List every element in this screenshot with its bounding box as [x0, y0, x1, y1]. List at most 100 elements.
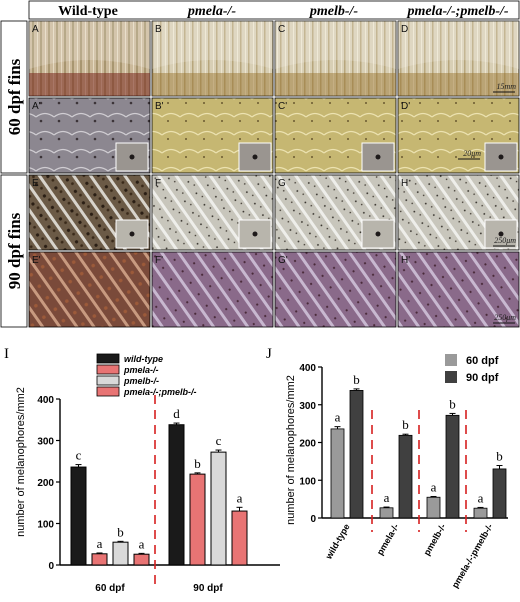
legend-label: pmelb-/- [123, 376, 159, 386]
y-tick-label: 100 [37, 520, 54, 531]
panel-label: F [155, 178, 161, 189]
significance-letter: b [117, 524, 124, 539]
chart-J-bars: a b wild-type a b pmela-/- a b pmelb-/- a b pmela-/… [323, 372, 507, 590]
significance-letter: a [335, 410, 341, 425]
micrograph-panel [28, 251, 151, 328]
y-tick-label: 400 [37, 395, 54, 406]
chart-I-legend: wild-typepmela-/-pmelb-/-pmela-/-;pmelb-… [96, 353, 197, 397]
significance-letter: d [173, 406, 180, 421]
inset-melanophore [129, 154, 135, 160]
y-tick-label: 200 [299, 439, 316, 450]
significance-letter: b [496, 449, 503, 464]
fin-fan-shade [29, 21, 150, 69]
column-header-wildtype: Wild-type [58, 4, 118, 19]
significance-letter: a [384, 490, 390, 505]
micrograph-panel [151, 20, 274, 97]
fin-base-shade [29, 73, 150, 96]
fin-fan-shade [152, 21, 273, 69]
bar [445, 414, 460, 519]
bar [349, 390, 364, 519]
bar [91, 553, 108, 566]
scale-bar-label: 250μm [494, 313, 516, 322]
panel-label: A' [32, 101, 41, 112]
fin-base-shade [275, 73, 396, 96]
y-tick-label: 300 [299, 401, 316, 412]
bar [210, 451, 227, 566]
bar [426, 496, 441, 519]
group-label: 90 dpf [193, 583, 223, 594]
group-label: 60 dpf [95, 583, 125, 594]
column-header-pmela: pmela-/- [187, 4, 237, 19]
scale-bar-label: 250μm [494, 236, 516, 245]
legend-swatch [96, 375, 120, 386]
panel-label: C [278, 24, 285, 35]
legend-label: 60 dpf [466, 355, 499, 367]
chart-J: J number of melanophores/mm2 0 100 200 300 4… [266, 346, 508, 590]
panel-label: H' [401, 255, 410, 266]
panel-label: D' [401, 101, 410, 112]
y-tick-label: 100 [299, 476, 316, 487]
chart-J-ylabel: number of melanophores/mm2 [285, 375, 297, 525]
panel-label: C' [278, 101, 287, 112]
panel-label: B [155, 24, 162, 35]
category-label: pmela-/- [375, 522, 401, 557]
micrograph-panel [274, 20, 397, 97]
inset-box [361, 142, 395, 172]
panel-label: B' [155, 101, 164, 112]
column-header-pmelb: pmelb-/- [309, 4, 359, 19]
significance-letter: a [237, 490, 243, 505]
inset-melanophore [252, 231, 258, 237]
fin-base-shade [152, 73, 273, 96]
y-tick-label: 200 [37, 478, 54, 489]
legend-swatch [96, 353, 120, 364]
significance-letter: c [216, 433, 222, 448]
bar [473, 507, 488, 519]
legend-label: pmela-/- [123, 365, 159, 375]
significance-letter: c [76, 448, 82, 463]
legend-swatch [445, 354, 457, 366]
panel-label: E' [32, 255, 41, 266]
legend-swatch [445, 371, 457, 383]
micrograph-panel [274, 251, 397, 328]
micrograph-grid: A B C D A' B' C' D' E F G H E' F' G' H' 15mm 20μm 250μm 250… [28, 20, 520, 328]
legend-label: pmela-/-;pmelb-/- [123, 387, 197, 397]
chart-I-ylabel: number of melanophores/mm2 [15, 387, 27, 537]
significance-letter: a [431, 479, 437, 494]
inset-melanophore [375, 231, 381, 237]
significance-letter: a [97, 536, 103, 551]
column-header-double: pmela-/-;pmelb-/- [406, 4, 508, 19]
scale-bar-label: 20μm [463, 149, 481, 158]
inset-melanophore [375, 154, 381, 160]
bar [168, 424, 185, 566]
panel-label: G' [278, 255, 288, 266]
panel-label-J: J [266, 346, 272, 362]
panel-label: A [32, 24, 39, 35]
inset-melanophore [498, 231, 504, 237]
y-tick-label: 0 [310, 514, 316, 525]
row-labels: 60 dpf fins 90 dpf fins [0, 20, 28, 328]
panel-label: D [401, 24, 408, 35]
bar [398, 434, 413, 519]
fin-fan-shade [398, 21, 519, 69]
legend-label: wild-type [124, 354, 163, 364]
inset-melanophore [252, 154, 258, 160]
significance-letter: b [353, 372, 360, 387]
significance-letter: b [449, 396, 456, 411]
inset-melanophore [498, 154, 504, 160]
column-headers: Wild-type pmela-/- pmelb-/- pmela-/-;pme… [28, 0, 520, 20]
bar [133, 553, 150, 566]
legend-swatch [96, 386, 120, 397]
row-label-60dpf: 60 dpf fins [5, 58, 24, 135]
fin-fan-shade [275, 21, 396, 69]
bar [112, 541, 129, 566]
significance-letter: a [478, 490, 484, 505]
bar [231, 510, 248, 566]
legend-label: 90 dpf [466, 372, 499, 384]
bar [492, 468, 507, 519]
bar [70, 466, 87, 566]
y-tick-label: 300 [37, 437, 54, 448]
bar [330, 428, 345, 519]
significance-letter: b [194, 456, 201, 471]
